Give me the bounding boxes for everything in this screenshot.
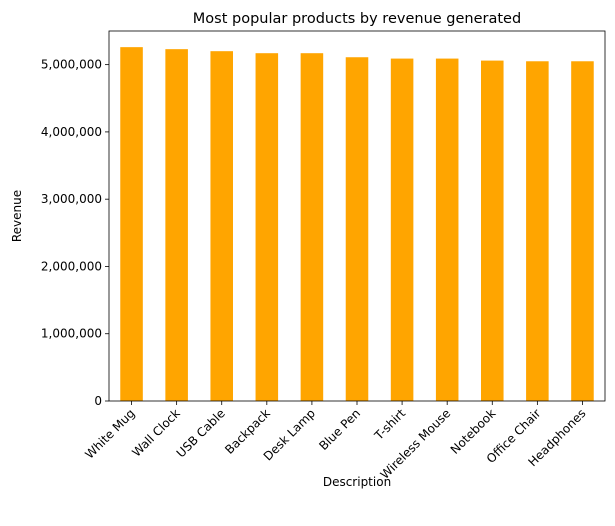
bar-usb-cable bbox=[210, 51, 233, 402]
x-tick-label: T-shirt bbox=[371, 406, 408, 443]
y-tick-label: 4,000,000 bbox=[41, 125, 102, 139]
bar-t-shirt bbox=[390, 58, 414, 401]
bar-wireless-mouse bbox=[435, 58, 459, 401]
bar-desk-lamp bbox=[300, 53, 324, 401]
x-tick-label: Blue Pen bbox=[316, 406, 363, 453]
y-tick-label: 1,000,000 bbox=[41, 327, 102, 341]
bar-wall-clock bbox=[165, 49, 188, 401]
y-tick-label: 0 bbox=[94, 394, 102, 408]
x-tick-label: USB Cable bbox=[174, 406, 228, 460]
y-axis: 0 1,000,000 2,000,000 3,000,000 4,000,000 5,0… bbox=[41, 58, 109, 408]
bar-office-chair bbox=[526, 61, 549, 402]
bar-white-mug bbox=[120, 47, 143, 402]
bar-backpack bbox=[255, 53, 279, 401]
bar-blue-pen bbox=[345, 57, 369, 402]
y-tick-label: 3,000,000 bbox=[41, 192, 102, 206]
bars-layer bbox=[120, 47, 594, 402]
x-axis-title: Description bbox=[323, 475, 391, 489]
bar-headphones bbox=[571, 61, 594, 402]
bar-notebook bbox=[481, 60, 504, 401]
x-tick-label: White Mug bbox=[82, 406, 137, 461]
y-tick-label: 2,000,000 bbox=[41, 259, 102, 273]
y-tick-label: 5,000,000 bbox=[41, 58, 102, 72]
y-axis-title: Revenue bbox=[10, 190, 24, 242]
chart-title: Most popular products by revenue generat… bbox=[193, 11, 521, 27]
plot-frame bbox=[108, 30, 606, 402]
